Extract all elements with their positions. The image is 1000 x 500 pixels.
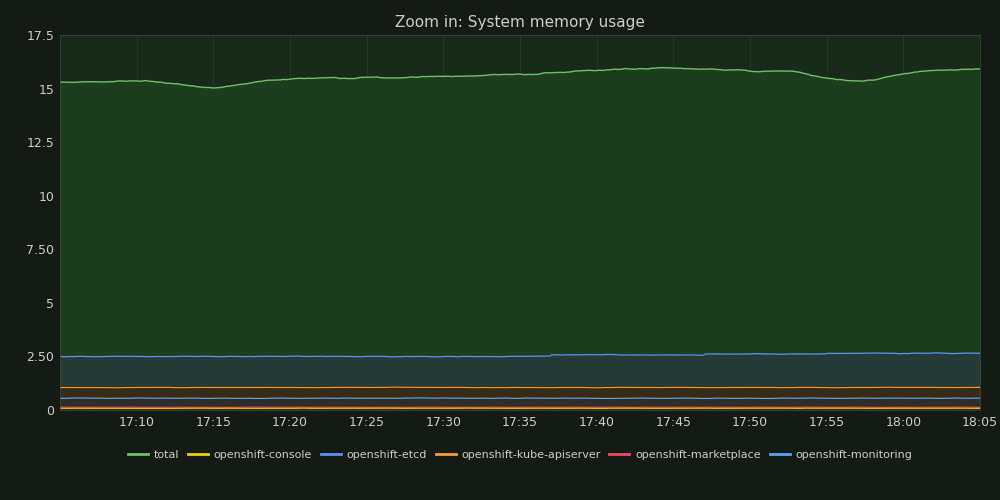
Legend: total, openshift-console, openshift-etcd, openshift-kube-apiserver, openshift-ma: total, openshift-console, openshift-etcd…: [124, 446, 916, 464]
openshift-monitoring: [171, 395, 183, 401]
Title: Zoom in: System memory usage: Zoom in: System memory usage: [395, 14, 645, 30]
openshift-marketplace: [258, 404, 270, 410]
openshift-console: [974, 406, 986, 411]
openshift-etcd: [54, 354, 66, 360]
openshift-etcd: [171, 354, 183, 360]
total: [417, 74, 429, 80]
openshift-console: [297, 405, 309, 411]
openshift-marketplace: [283, 404, 295, 410]
Line: openshift-kube-apiserver: openshift-kube-apiserver: [60, 387, 980, 388]
openshift-etcd: [428, 354, 440, 360]
total: [974, 66, 986, 72]
openshift-etcd: [974, 350, 986, 356]
openshift-kube-apiserver: [390, 384, 402, 390]
openshift-kube-apiserver: [282, 384, 294, 390]
openshift-console: [78, 405, 90, 411]
total: [208, 85, 220, 91]
openshift-console: [600, 406, 612, 411]
total: [256, 78, 268, 84]
openshift-kube-apiserver: [974, 384, 986, 390]
openshift-etcd: [280, 354, 292, 360]
total: [282, 76, 294, 82]
openshift-monitoring: [600, 396, 612, 402]
openshift-etcd: [598, 352, 610, 358]
openshift-kube-apiserver: [78, 384, 90, 390]
openshift-monitoring: [974, 395, 986, 401]
openshift-console: [255, 406, 267, 411]
total: [598, 67, 610, 73]
openshift-kube-apiserver: [600, 384, 612, 390]
openshift-kube-apiserver: [173, 384, 185, 390]
openshift-monitoring: [280, 395, 292, 401]
openshift-console: [280, 406, 292, 411]
openshift-marketplace: [230, 404, 242, 410]
total: [78, 78, 90, 84]
openshift-marketplace: [247, 404, 259, 410]
openshift-kube-apiserver: [418, 384, 430, 390]
openshift-etcd: [255, 354, 267, 360]
openshift-kube-apiserver: [256, 384, 268, 390]
openshift-console: [171, 406, 183, 411]
openshift-console: [597, 406, 609, 411]
Line: total: total: [60, 68, 980, 88]
openshift-monitoring: [411, 395, 423, 401]
openshift-marketplace: [54, 404, 66, 410]
openshift-kube-apiserver: [54, 384, 66, 390]
openshift-console: [54, 406, 66, 411]
openshift-console: [417, 406, 429, 411]
openshift-monitoring: [54, 396, 66, 402]
openshift-monitoring: [255, 396, 267, 402]
openshift-kube-apiserver: [111, 385, 123, 391]
openshift-etcd: [416, 354, 428, 360]
openshift-marketplace: [418, 404, 430, 410]
openshift-marketplace: [171, 404, 183, 410]
openshift-marketplace: [600, 404, 612, 410]
openshift-etcd: [78, 354, 90, 360]
openshift-monitoring: [417, 395, 429, 401]
openshift-monitoring: [596, 396, 608, 402]
openshift-etcd: [931, 350, 943, 356]
openshift-monitoring: [78, 395, 90, 401]
openshift-marketplace: [78, 404, 90, 410]
total: [54, 80, 66, 86]
total: [658, 64, 670, 70]
openshift-marketplace: [974, 404, 986, 410]
total: [171, 80, 183, 86]
Line: openshift-etcd: openshift-etcd: [60, 353, 980, 357]
